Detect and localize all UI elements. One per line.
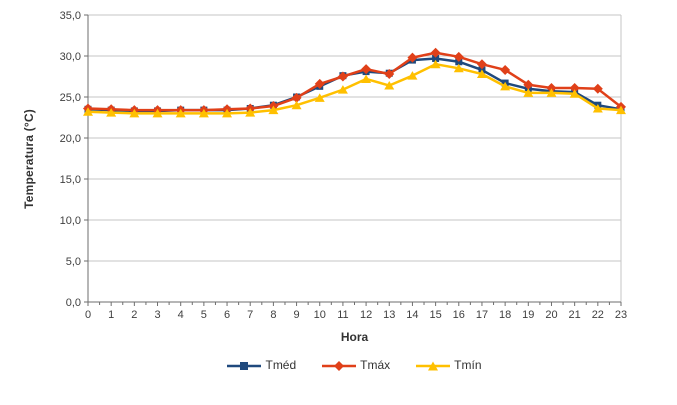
y-tick-label: 10,0 xyxy=(60,215,81,227)
data-marker-tmax xyxy=(430,47,441,58)
data-marker-tmax xyxy=(314,78,325,89)
data-marker-tmin xyxy=(569,89,580,98)
legend-label-tmax: Tmáx xyxy=(360,358,391,372)
tmax-legend-marker xyxy=(334,361,345,371)
data-marker-tmin xyxy=(361,74,372,83)
data-marker-tmin xyxy=(83,107,93,116)
x-tick-label: 8 xyxy=(270,309,276,321)
data-marker-tmax xyxy=(384,69,395,80)
data-marker-tmin xyxy=(476,69,487,79)
x-tick-label: 2 xyxy=(131,309,137,321)
x-tick-label: 13 xyxy=(383,309,395,321)
data-marker-tmin xyxy=(291,100,302,110)
x-tick-label: 3 xyxy=(154,309,160,321)
data-marker-tmax xyxy=(361,64,372,75)
x-tick-label: 5 xyxy=(201,309,207,321)
legend-item-tmin: Tmín xyxy=(416,358,482,372)
x-tick-label: 6 xyxy=(224,309,230,321)
tmax-legend-swatch-canvas xyxy=(322,361,357,371)
data-marker-tmax xyxy=(500,64,511,75)
data-marker-tmax xyxy=(291,92,302,103)
data-marker-tmin xyxy=(592,103,603,113)
data-marker-tmed xyxy=(432,54,440,62)
data-marker-tmin xyxy=(245,108,256,117)
y-tick-label: 35,0 xyxy=(60,10,81,22)
x-tick-label: 22 xyxy=(592,309,604,321)
x-tick-label: 11 xyxy=(337,309,348,321)
y-tick-label: 0,0 xyxy=(66,297,81,309)
x-tick-label: 7 xyxy=(247,309,253,321)
y-tick-label: 25,0 xyxy=(60,92,81,104)
y-tick-label: 15,0 xyxy=(60,174,81,186)
tmin-legend-marker xyxy=(428,361,439,371)
data-marker-tmin xyxy=(314,93,325,102)
y-tick-label: 30,0 xyxy=(60,51,81,63)
tmed-line-square-icon xyxy=(227,359,262,371)
tmin-legend-swatch-canvas xyxy=(416,361,451,371)
legend-label-tmin: Tmín xyxy=(454,358,482,372)
y-tick-label: 5,0 xyxy=(66,256,81,268)
y-axis-title: Temperatura (°C) xyxy=(22,109,36,209)
data-marker-tmin xyxy=(106,108,117,117)
data-marker-tmax xyxy=(453,51,464,62)
data-marker-tmin xyxy=(175,108,186,118)
x-tick-label: 10 xyxy=(314,309,326,321)
data-marker-tmin xyxy=(500,81,511,91)
data-marker-tmin xyxy=(152,108,163,118)
y-tick-label: 20,0 xyxy=(60,133,81,145)
data-marker-tmax xyxy=(476,59,487,70)
data-marker-tmin xyxy=(222,108,233,118)
x-tick-label: 23 xyxy=(615,309,627,321)
x-tick-label: 14 xyxy=(406,309,418,321)
data-marker-tmax xyxy=(407,52,418,63)
data-marker-tmax xyxy=(337,71,348,82)
chart-legend: Tméd Tmáx Tmín xyxy=(88,355,621,375)
series-line-tmin xyxy=(86,62,623,115)
x-tick-label: 1 xyxy=(108,309,114,321)
legend-item-tmed: Tméd xyxy=(227,358,296,372)
data-marker-tmin xyxy=(337,85,348,94)
series-line-tmax xyxy=(86,51,623,112)
data-marker-tmin xyxy=(546,88,557,97)
x-tick-label: 19 xyxy=(522,309,534,321)
data-marker-tmin xyxy=(268,105,279,115)
x-tick-label: 15 xyxy=(429,309,441,321)
data-marker-tmax xyxy=(523,79,534,90)
x-tick-label: 4 xyxy=(178,309,184,321)
x-tick-label: 18 xyxy=(499,309,511,321)
data-marker-tmax xyxy=(569,82,580,93)
data-marker-tmax xyxy=(592,83,603,94)
tmed-legend-marker xyxy=(240,362,249,370)
x-axis-title: Hora xyxy=(340,330,369,344)
data-marker-tmin xyxy=(523,88,534,97)
x-tick-label: 9 xyxy=(294,309,300,321)
x-tick-label: 16 xyxy=(453,309,465,321)
legend-label-tmed: Tméd xyxy=(265,358,297,372)
tmed-legend-swatch-canvas xyxy=(227,362,262,370)
data-marker-tmin xyxy=(384,81,395,90)
data-marker-tmin xyxy=(198,108,209,118)
x-tick-label: 20 xyxy=(545,309,557,321)
x-tick-label: 21 xyxy=(569,309,581,321)
x-tick-label: 17 xyxy=(476,309,488,321)
tmin-line-triangle-icon xyxy=(416,359,451,371)
data-marker-tmin xyxy=(453,63,464,73)
data-marker-tmax xyxy=(546,82,557,93)
tmax-line-diamond-icon xyxy=(322,359,357,371)
data-marker-tmin xyxy=(407,71,418,80)
data-marker-tmin xyxy=(616,105,626,115)
data-marker-tmin xyxy=(129,108,140,118)
x-tick-label: 0 xyxy=(85,309,91,321)
data-marker-tmin xyxy=(430,59,441,69)
x-tick-label: 12 xyxy=(360,309,372,321)
legend-item-tmax: Tmáx xyxy=(322,358,390,372)
